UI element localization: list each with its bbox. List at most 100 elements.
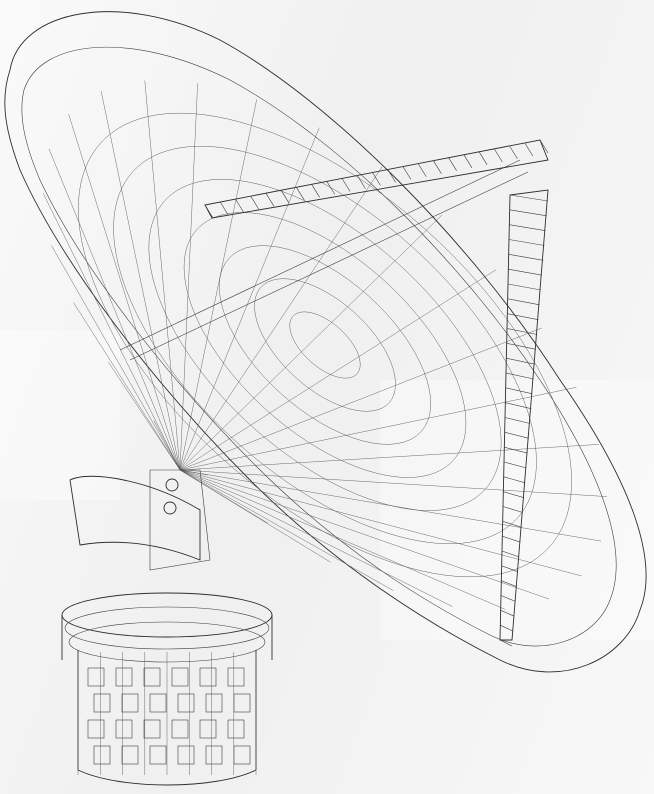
wire-segment	[289, 311, 361, 379]
wire-segment	[179, 99, 257, 471]
wire-segment	[233, 693, 251, 713]
wire-segment	[179, 387, 577, 471]
wire-segment	[505, 372, 534, 380]
wire-segment	[204, 204, 214, 219]
wire-segment	[506, 328, 538, 335]
wire-segment	[149, 745, 167, 765]
wire-segment	[357, 175, 366, 189]
wire-segment	[205, 745, 223, 765]
wire-segment	[507, 313, 539, 320]
wire-segment	[113, 146, 537, 544]
wire-segment	[51, 245, 181, 471]
wire-segment	[87, 719, 105, 739]
wire-segment	[179, 127, 320, 471]
wire-segment	[500, 624, 514, 632]
pedestal-base	[61, 592, 273, 786]
wire-segment	[463, 154, 473, 168]
wire-segment	[121, 745, 139, 765]
wire-segment	[250, 195, 259, 210]
wire-segment	[179, 469, 549, 600]
wire-segment	[121, 693, 139, 713]
wire-segment	[115, 719, 133, 739]
wire-segment	[503, 461, 527, 469]
wire-segment	[494, 148, 503, 163]
wire-segment	[507, 283, 541, 291]
wire-segment	[219, 245, 431, 445]
wire-segment	[506, 357, 535, 365]
wire-segment	[93, 745, 111, 765]
wire-segment	[73, 302, 181, 471]
wire-segment	[433, 160, 442, 174]
wire-segment	[478, 151, 488, 165]
dish-reflector	[4, 11, 647, 673]
wire-segment	[507, 298, 540, 306]
wire-segment	[402, 166, 412, 180]
wire-segment	[42, 193, 181, 471]
wire-segment	[508, 254, 544, 261]
wire-segment	[177, 693, 195, 713]
wire-segment	[417, 163, 427, 177]
wire-segment	[326, 181, 336, 195]
wire-segment	[148, 179, 502, 511]
wire-segment	[503, 491, 525, 498]
wire-segment	[500, 610, 515, 617]
wire-segment	[296, 187, 305, 201]
wire-segment	[501, 550, 520, 558]
wire-segment	[499, 639, 513, 647]
background-patch	[380, 380, 654, 640]
wire-segment	[501, 580, 517, 587]
wire-segment	[524, 142, 534, 157]
wire-segment	[539, 139, 549, 154]
wire-segment	[171, 667, 189, 687]
wire-segment	[179, 469, 602, 542]
wire-segment	[149, 693, 167, 713]
wire-segment	[179, 214, 443, 471]
wire-segment	[179, 469, 453, 607]
background-patch	[0, 330, 120, 500]
wire-segment	[179, 469, 582, 577]
wire-segment	[280, 190, 290, 204]
wire-segment	[509, 224, 546, 231]
wire-segment	[179, 269, 497, 471]
wire-segment	[505, 387, 533, 395]
wire-segment	[509, 194, 549, 202]
wire-segment	[93, 693, 111, 713]
wire-segment	[219, 201, 229, 216]
wire-segment	[179, 469, 394, 591]
wire-segment	[87, 667, 105, 687]
wire-segment	[100, 90, 181, 471]
wire-segment	[179, 444, 599, 471]
wire-segment	[500, 595, 516, 602]
wire-segment	[78, 112, 572, 578]
feed-support-struts	[119, 139, 549, 647]
wire-segment	[179, 469, 506, 610]
wire-segment	[502, 521, 522, 528]
wire-segment	[508, 239, 545, 246]
wire-segment	[153, 420, 181, 471]
wire-segment	[311, 184, 320, 198]
wire-segment	[143, 667, 161, 687]
wire-segment	[508, 268, 543, 276]
wire-segment	[48, 148, 181, 471]
wire-segment	[502, 535, 521, 543]
wire-segment	[179, 469, 607, 497]
wire-segment	[143, 719, 161, 739]
wire-segment	[227, 719, 245, 739]
wire-segment	[115, 667, 133, 687]
wire-segment	[503, 476, 526, 484]
wire-segment	[509, 145, 518, 160]
wire-segment	[235, 198, 244, 213]
wire-segment	[68, 114, 181, 471]
wire-segment	[199, 667, 217, 687]
wire-segment	[509, 209, 547, 217]
wire-segment	[254, 278, 396, 412]
wire-segment	[504, 417, 531, 424]
wire-segment	[505, 402, 532, 409]
wire-segment	[179, 166, 383, 471]
wire-segment	[171, 719, 189, 739]
wire-segment	[177, 745, 195, 765]
wire-segment	[387, 169, 396, 183]
wire-segment	[504, 432, 529, 439]
